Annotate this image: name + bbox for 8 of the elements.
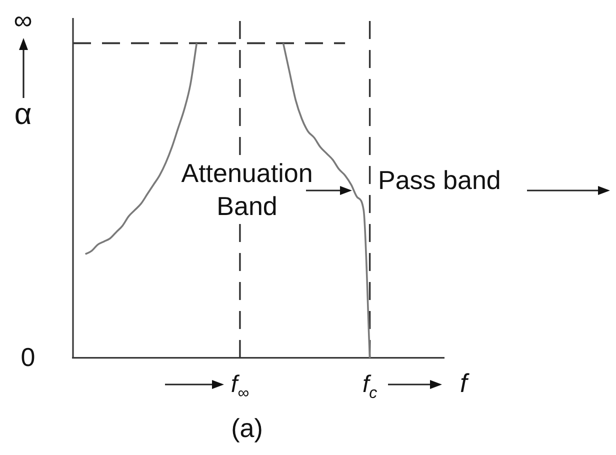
x-axis-title: f — [460, 368, 470, 398]
y-axis-title: α — [14, 98, 32, 131]
x-tick-label: f∞ — [230, 371, 249, 402]
text: (a) — [231, 413, 263, 443]
text: 0 — [20, 342, 36, 372]
annotation: Pass band — [378, 165, 501, 195]
annotation: Attenuation Band — [181, 158, 313, 221]
text: ∞ — [14, 5, 32, 35]
